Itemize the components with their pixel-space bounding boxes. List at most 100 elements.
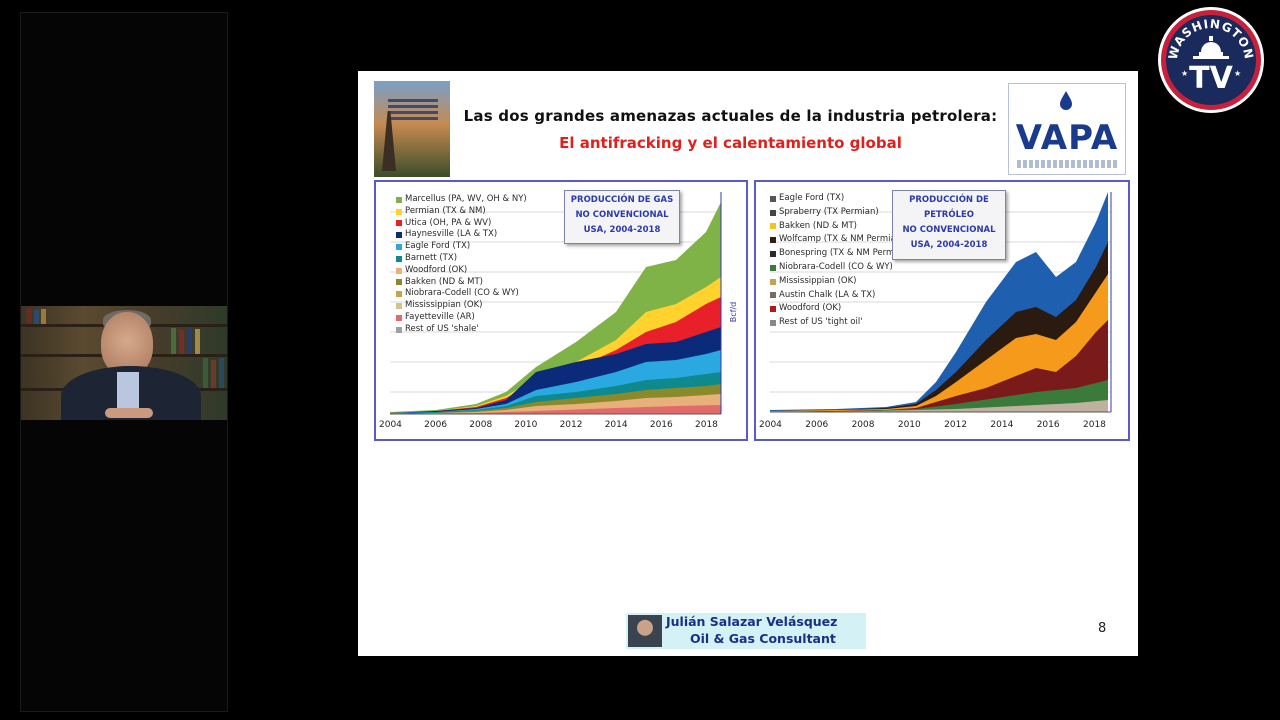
svg-text:Bcf/d: Bcf/d (729, 302, 738, 322)
gas-legend-label: Bakken (ND & MT) (405, 276, 483, 287)
gas-chart-area: Bcf/d (390, 192, 738, 415)
gas-legend-swatch (396, 196, 402, 203)
gas-legend-swatch (396, 267, 402, 274)
gas-legend-item: Haynesville (LA & TX) (396, 229, 527, 241)
oil-x-tick: 2014 (990, 420, 1014, 430)
gas-legend-item: Marcellus (PA, WV, OH & NY) (396, 194, 527, 206)
gas-x-tick: 2006 (424, 420, 448, 430)
gas-legend-item: Barnett (TX) (396, 253, 527, 265)
oil-label-line2: PETRÓLEO (923, 210, 975, 220)
gas-legend-swatch (396, 220, 402, 227)
gas-legend-label: Marcellus (PA, WV, OH & NY) (405, 194, 527, 204)
gas-x-tick: 2010 (514, 420, 538, 430)
gas-x-tick: 2012 (559, 420, 583, 430)
gas-label-line3: USA, 2004-2018 (583, 225, 661, 235)
gas-legend-swatch (396, 326, 402, 333)
oil-legend-label: Mississippian (OK) (779, 275, 857, 286)
gas-x-tick: 2008 (469, 420, 493, 430)
oil-x-tick: 2004 (759, 420, 782, 430)
gas-legend-item: Utica (OH, PA & WV) (396, 218, 527, 230)
star-icon: ★ (1181, 69, 1188, 78)
oil-legend-swatch (770, 209, 776, 216)
oil-x-tick: 2008 (851, 420, 875, 430)
oil-legend-label: Spraberry (TX Permian) (779, 206, 879, 217)
oil-legend-label: Eagle Ford (TX) (779, 193, 845, 203)
oil-legend-label: Austin Chalk (LA & TX) (779, 289, 876, 300)
logo-main-text: TV (1189, 61, 1233, 96)
gas-label-line2: NO CONVENCIONAL (575, 210, 669, 220)
oil-chart-legend: Eagle Ford (TX) Spraberry (TX Permian) Bak… (770, 192, 911, 330)
oil-legend-swatch (770, 292, 776, 299)
vapa-logo-text: VAPA (1015, 118, 1119, 158)
book-cover-image (374, 81, 450, 177)
oil-legend-label: Wolfcamp (TX & NM Permian) (779, 234, 905, 245)
oil-legend-item: Mississippian (OK) (770, 275, 911, 289)
oil-legend-item: Bonespring (TX & NM Permian) (770, 247, 911, 261)
gas-label-line1: PRODUCCIÓN DE GAS (570, 195, 674, 205)
presentation-slide: Las dos grandes amenazas actuales de la … (358, 71, 1138, 656)
oil-x-tick: 2006 (805, 420, 829, 430)
capitol-icon (1193, 36, 1229, 59)
oil-production-chart: Eagle Ford (TX) Spraberry (TX Permian) Bak… (754, 180, 1130, 441)
gas-legend-item: Fayetteville (AR) (396, 312, 527, 324)
gas-legend-label: Mississippian (OK) (405, 300, 483, 311)
oil-legend-swatch (770, 306, 776, 313)
gas-legend-swatch (396, 279, 402, 286)
oil-x-tick: 2010 (897, 420, 921, 430)
gas-legend-label: Woodford (OK) (405, 264, 468, 275)
star-icon: ★ (1234, 69, 1241, 78)
oil-label-line4: USA, 2004-2018 (910, 240, 988, 250)
oil-legend-item: Austin Chalk (LA & TX) (770, 289, 911, 303)
gas-legend-label: Rest of US 'shale' (405, 323, 479, 334)
oil-legend-label: Bakken (ND & MT) (779, 220, 857, 231)
gas-chart-label: PRODUCCIÓN DE GAS NO CONVENCIONAL USA, 2… (564, 190, 680, 244)
oil-legend-label: Rest of US 'tight oil' (779, 317, 863, 328)
vapa-logo: VAPA (1008, 83, 1126, 175)
slide-title: Las dos grandes amenazas actuales de la … (463, 107, 998, 125)
gas-legend-label: Eagle Ford (TX) (405, 241, 471, 252)
gas-legend-swatch (396, 303, 402, 310)
slide-subtitle: El antifracking y el calentamiento globa… (559, 134, 902, 152)
speaker-webcam (21, 306, 227, 420)
gas-legend-swatch (396, 255, 402, 262)
oil-legend-item: Wolfcamp (TX & NM Permian) (770, 233, 911, 247)
gas-legend-item: Eagle Ford (TX) (396, 241, 527, 253)
gas-legend-label: Permian (TX & NM) (405, 205, 486, 216)
gas-legend-swatch (396, 208, 402, 215)
gas-legend-swatch (396, 291, 402, 298)
oil-chart-label: PRODUCCIÓN DE PETRÓLEO NO CONVENCIONAL U… (892, 190, 1006, 260)
oil-x-tick: 2018 (1083, 420, 1106, 430)
oil-legend-item: Niobrara-Codell (CO & WY) (770, 261, 911, 275)
oil-label-line1: PRODUCCIÓN DE (909, 195, 989, 205)
oil-legend-swatch (770, 195, 776, 202)
presenter-name: Julián Salazar Velásquez (666, 614, 838, 629)
oil-x-tick: 2012 (944, 420, 968, 430)
gas-legend-label: Barnett (TX) (405, 252, 458, 263)
oil-legend-item: Rest of US 'tight oil' (770, 316, 911, 330)
oil-legend-item: Spraberry (TX Permian) (770, 206, 911, 220)
gas-legend-swatch (396, 232, 402, 239)
gas-legend-swatch (396, 314, 402, 321)
gas-legend-swatch (396, 244, 402, 251)
oil-legend-swatch (770, 237, 776, 244)
oil-legend-label: Niobrara-Codell (CO & WY) (779, 261, 893, 272)
gas-x-tick: 2018 (695, 420, 718, 430)
gas-legend-item: Niobrara-Codell (CO & WY) (396, 288, 527, 300)
presenter-photo (628, 615, 662, 647)
gas-production-chart: Bcf/d Marcellus (PA, WV, OH & NY) Permian… (374, 180, 748, 441)
slide-page-number: 8 (1098, 621, 1107, 636)
oil-legend-swatch (770, 223, 776, 230)
gas-legend-label: Niobrara-Codell (CO & WY) (405, 288, 519, 299)
gas-legend-label: Utica (OH, PA & WV) (405, 217, 492, 228)
gas-legend-label: Fayetteville (AR) (405, 311, 475, 322)
oil-legend-swatch (770, 264, 776, 271)
oil-legend-swatch (770, 251, 776, 258)
presenter-footer: Julián Salazar Velásquez Oil & Gas Consu… (626, 613, 866, 649)
gas-legend-item: Mississippian (OK) (396, 300, 527, 312)
gas-legend-item: Rest of US 'shale' (396, 324, 527, 336)
presenter-title: Oil & Gas Consultant (690, 631, 836, 646)
oil-legend-label: Bonespring (TX & NM Permian) (779, 248, 911, 259)
washington-tv-logo: WASHINGTON TV ★ ★ (1158, 7, 1264, 113)
oil-legend-item: Bakken (ND & MT) (770, 220, 911, 234)
gas-x-tick: 2004 (379, 420, 402, 430)
